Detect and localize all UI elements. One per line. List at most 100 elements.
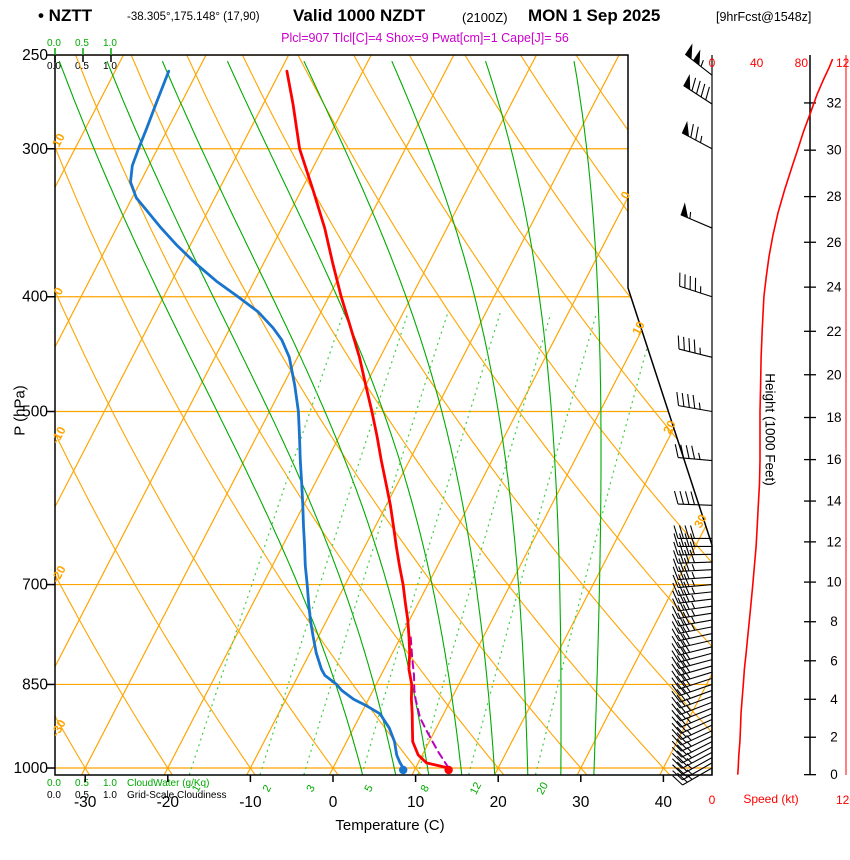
forecast-hour: [9hrFcst@1548z] — [716, 10, 812, 24]
temperature-tick-label: -20 — [157, 794, 180, 811]
valid-date: MON 1 Sep 2025 — [528, 6, 661, 25]
speed-tick-label: 120 — [836, 56, 850, 70]
cloudiness-legend: Grid-Scale Cloudiness — [127, 790, 227, 801]
station-coordinates: -38.305°,175.148° (17,90) — [127, 11, 260, 23]
height-tick-label: 10 — [826, 575, 841, 590]
isotherm-label: 30 — [691, 512, 710, 531]
height-tick-label: 30 — [826, 143, 841, 158]
cloudiness-tick: 0.0 — [47, 790, 61, 801]
cloudwater-tick: 1.0 — [103, 778, 117, 789]
height-tick-label: 16 — [826, 452, 841, 467]
height-tick-label: 4 — [830, 692, 838, 707]
surface-dewpoint-dot — [398, 765, 408, 775]
height-tick-label: 20 — [826, 367, 841, 382]
temperature-tick-label: 40 — [655, 794, 673, 811]
isotherm-label: 0 — [618, 189, 634, 202]
speed-tick-label: 40 — [750, 56, 764, 70]
cloudiness-tick: 1.0 — [103, 61, 117, 72]
surface-temperature-dot — [444, 765, 453, 775]
temperature-curve — [285, 69, 451, 770]
height-tick-label: 2 — [830, 730, 838, 745]
pressure-tick-label: 400 — [22, 289, 48, 306]
dry-adiabat-label: 0 — [51, 285, 67, 298]
parcel-curve — [409, 635, 450, 769]
temperature-tick-label: 30 — [572, 794, 590, 811]
pressure-tick-label: 250 — [22, 47, 48, 64]
cloudwater-tick: 0.0 — [47, 778, 61, 789]
speed-axis: 040801200120 — [709, 55, 850, 807]
temperature-tick-label: 20 — [490, 794, 508, 811]
mixing-ratio-label: 3 — [304, 783, 317, 794]
mixing-ratio-label: 1 — [190, 783, 203, 794]
pressure-tick-label: 700 — [22, 577, 48, 594]
zulu-time: (2100Z) — [462, 10, 508, 25]
pressure-tick-label: 850 — [22, 676, 48, 693]
height-tick-label: 14 — [826, 494, 842, 509]
height-tick-label: 6 — [830, 653, 838, 668]
pressure-tick-label: 300 — [22, 141, 48, 158]
cloudwater-tick: 1.0 — [103, 38, 117, 49]
stability-indices: Plcl=907 Tlcl[C]=4 Shox=9 Pwat[cm]=1 Cap… — [281, 31, 569, 45]
dewpoint-curve — [129, 69, 405, 770]
cloudwater-scale-top: 0.0 0.5 1.0 — [0, 38, 260, 50]
pressure-lines — [55, 55, 712, 769]
speed-tick-label: 80 — [795, 56, 809, 70]
cloudiness-tick: 0.5 — [75, 790, 89, 801]
height-tick-label: 28 — [826, 189, 841, 204]
speed-tick-label: 0 — [709, 793, 716, 807]
cloudwater-tick: 0.5 — [75, 778, 89, 789]
height-tick-label: 22 — [826, 324, 841, 339]
cloudwater-tick: 0.0 — [47, 38, 61, 49]
cloudiness-scale-top: 0.0 0.5 1.0 — [0, 61, 260, 73]
height-tick-label: 18 — [826, 410, 841, 425]
mixing-ratio-lines — [188, 313, 658, 775]
isotherms — [55, 55, 712, 775]
dry-adiabat-label: 10 — [49, 131, 68, 150]
cloudwater-legend: CloudWater (g/Kq) — [127, 778, 210, 789]
mixing-ratio-label: 20 — [535, 780, 551, 796]
cloudiness-tick: 0.5 — [75, 61, 89, 72]
pressure-tick-label: 1000 — [14, 760, 49, 777]
cloudwater-scale-bottom: 0.0 0.5 1.0 CloudWater (g/Kq) — [0, 778, 260, 790]
sounding-curves — [129, 69, 451, 770]
height-tick-label: 8 — [830, 614, 838, 629]
height-tick-label: 32 — [826, 95, 841, 110]
station-name: • NZTT — [38, 6, 93, 25]
speed-axis-title: Speed (kt) — [743, 792, 799, 806]
mixing-ratio-label: 8 — [419, 783, 432, 794]
dry-adiabat-label: -10 — [48, 424, 69, 446]
cloudiness-tick: 0.0 — [47, 61, 61, 72]
pressure-tick-label: 500 — [22, 404, 48, 421]
plot-frame — [54, 54, 713, 776]
speed-tick-label: 120 — [836, 793, 850, 807]
mixing-ratio-label: 5 — [362, 783, 375, 794]
cloudiness-tick: 1.0 — [103, 790, 117, 801]
speed-tick-label: 0 — [709, 56, 716, 70]
dry-adiabats — [55, 55, 712, 775]
height-tick-label: 26 — [826, 235, 841, 250]
height-tick-label: 0 — [830, 767, 838, 782]
isotherm-label: 10 — [629, 319, 648, 338]
temperature-tick-label: -30 — [74, 794, 97, 811]
cloudwater-tick: 0.5 — [75, 38, 89, 49]
mixing-ratio-label: 2 — [261, 783, 274, 794]
dry-adiabat-label: -20 — [48, 563, 69, 585]
isotherm-label: 20 — [660, 418, 679, 437]
height-tick-label: 24 — [826, 280, 842, 295]
moist-adiabats — [58, 60, 602, 775]
cloudiness-scale-bottom: 0.0 0.5 1.0 Grid-Scale Cloudiness — [0, 790, 260, 802]
wind-speed-profile — [736, 58, 834, 775]
mixing-ratio-label: 12 — [468, 780, 484, 796]
temperature-tick-label: -10 — [239, 794, 262, 811]
temperature-tick-label: 0 — [329, 794, 338, 811]
height-tick-label: 12 — [826, 534, 841, 549]
background-grid — [55, 55, 712, 775]
valid-time: Valid 1000 NZDT — [293, 6, 426, 25]
temperature-tick-label: 10 — [407, 794, 425, 811]
wind-barbs — [671, 43, 713, 786]
temperature-axis-title: Temperature (C) — [335, 817, 445, 834]
